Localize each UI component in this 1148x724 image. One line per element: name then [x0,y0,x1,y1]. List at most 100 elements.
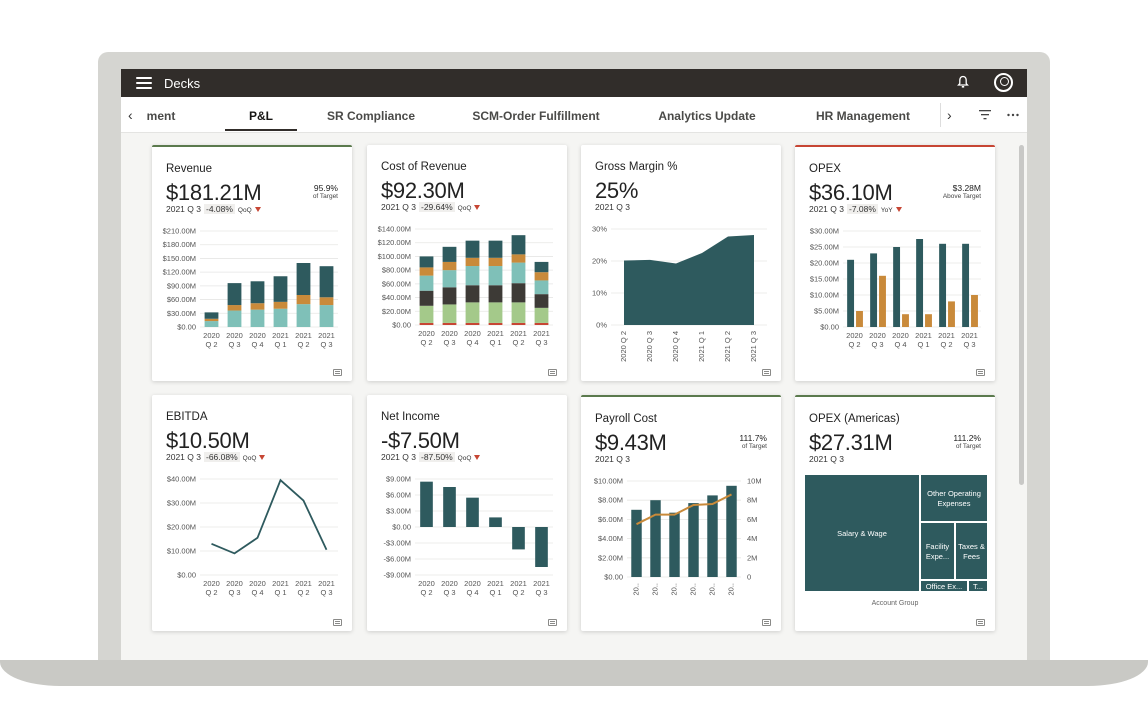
y-tick-label: $4.00M [598,534,623,543]
app-title: Decks [164,75,201,91]
target-label: Above Target [942,193,981,200]
bar-segment [465,302,480,323]
x-tick-label: Q 3 [228,588,240,597]
x-tick-label: Q 3 [871,340,883,349]
note-icon[interactable] [976,619,985,626]
x-tick-label: 20.. [670,583,679,596]
bar-segment [534,261,549,273]
tab-pl[interactable]: P&L [225,97,297,131]
vertical-scrollbar[interactable] [1019,145,1024,485]
down-arrow-icon [259,455,266,460]
bar-segment [204,321,219,327]
note-icon[interactable] [333,369,342,376]
bar-segment [442,246,457,262]
bar-segment [465,257,480,267]
top-bar: Decks [121,69,1027,97]
card-payroll-cost[interactable]: Payroll Cost $9.43M 2021 Q 3 111.7% of Ta… [581,395,781,631]
card-subtitle: 2021 Q 3 -29.64% QoQ [381,202,481,212]
note-icon[interactable] [548,369,557,376]
hamburger-icon[interactable] [136,77,152,89]
note-icon[interactable] [548,619,557,626]
tab-management[interactable]: ment [146,109,176,123]
tab-scm-order-fulfillment[interactable]: SCM-Order Fulfillment [472,109,600,123]
x-tick-label: 20.. [727,583,736,596]
bar-segment [250,303,265,310]
x-tick-label: 2020 [464,329,481,338]
note-icon[interactable] [333,619,342,626]
target-value: 111.2% [953,433,981,443]
tab-sr-compliance[interactable]: SR Compliance [326,109,416,123]
note-icon[interactable] [762,369,771,376]
x-tick-label: 2020 Q 3 [645,331,654,362]
tab-hr-management[interactable]: HR Management [815,109,910,123]
x-tick-label: 2021 [272,579,289,588]
area-series [624,235,754,325]
x-tick-label: Q 3 [228,340,240,349]
change-label: QoQ [457,455,472,462]
card-subtitle: 2021 Q 3 -4.08% QoQ [166,204,261,214]
change-label: QoQ [237,207,252,214]
x-tick-label: Q 3 [443,338,455,347]
y-tick-label: $20.00M [167,523,196,532]
chevron-left-icon[interactable]: ‹ [128,107,133,123]
bar-segment [419,267,434,276]
payroll-cost-chart: $0.00 $2.00M $4.00M $6.00M $8.00M $10.00M 0 2M 4… [594,477,762,596]
filter-icon[interactable] [979,110,991,120]
treemap-axis-label: Account Group [872,600,919,607]
bar-segment [204,318,219,322]
card-cost-of-revenue[interactable]: Cost of Revenue $92.30M 2021 Q 3 -29.64% Q… [367,145,567,381]
y-tick-label: $210.00M [163,227,196,236]
chevron-right-icon[interactable]: › [947,107,952,123]
card-revenue[interactable]: Revenue $181.21M 2021 Q 3 -4.08% QoQ 95.9%… [152,145,352,381]
card-period: 2021 Q 3 [809,204,844,214]
x-tick-label: Q 1 [274,588,286,597]
down-arrow-icon [895,207,902,212]
more-icon[interactable] [1007,113,1019,117]
change-label: YoY [880,207,893,214]
card-gross-margin[interactable]: Gross Margin % 25% 2021 Q 3 0% 10% 20% 30% 2… [581,145,781,381]
card-value: $36.10M [809,180,893,205]
card-ebitda[interactable]: EBITDA $10.50M 2021 Q 3 -66.08% QoQ $0.00 $… [152,395,352,631]
y-tick-label: $140.00M [378,225,411,234]
bar-segment [488,285,503,303]
card-title: Net Income [381,411,440,423]
bar [443,487,456,527]
line-series [636,493,732,526]
x-tick-label: Q 4 [466,588,478,597]
x-tick-label: 2021 [533,579,550,588]
bar [948,301,955,327]
avatar-icon[interactable] [994,73,1013,92]
card-net-income[interactable]: Net Income -$7.50M 2021 Q 3 -87.50% QoQ -$… [367,395,567,631]
card-value: $10.50M [166,428,250,453]
card-opex[interactable]: OPEX $36.10M 2021 Q 3 -7.08% YoY $3.28M Abo… [795,145,995,381]
bar-segment [273,301,288,309]
target-label: of Target [955,443,981,450]
card-period: 2021 Q 3 [166,452,201,462]
revenue-chart: $0.00 $30.00M $60.00M $90.00M $120.00M $150.0… [163,227,338,349]
bar-segment [534,280,549,295]
x-tick-label: 2020 [846,331,863,340]
bell-icon[interactable] [957,75,969,89]
note-icon[interactable] [762,619,771,626]
x-tick-label: 2020 [418,579,435,588]
tab-divider [940,103,941,127]
y-tick-label: $3.00M [386,507,411,516]
bar-segment [488,257,503,267]
y2-tick-label: 2M [747,553,757,562]
x-tick-label: 2021 [295,579,312,588]
bar [688,503,699,577]
note-icon[interactable] [976,369,985,376]
bar-segment [511,235,526,255]
bar-segment [442,270,457,288]
x-tick-label: 2020 Q 4 [671,331,680,362]
tab-analytics-update[interactable]: Analytics Update [658,109,756,123]
treemap-facility [921,523,954,579]
y-tick-label: $60.00M [382,279,411,288]
bar-segment [319,305,334,327]
y-tick-label: 0% [596,321,607,330]
card-opex-americas[interactable]: OPEX (Americas) $27.31M 2021 Q 3 111.2% o… [795,395,995,631]
y-tick-label: $0.00 [392,321,411,330]
bar-segment [273,308,288,327]
x-tick-label: Q 2 [940,340,952,349]
